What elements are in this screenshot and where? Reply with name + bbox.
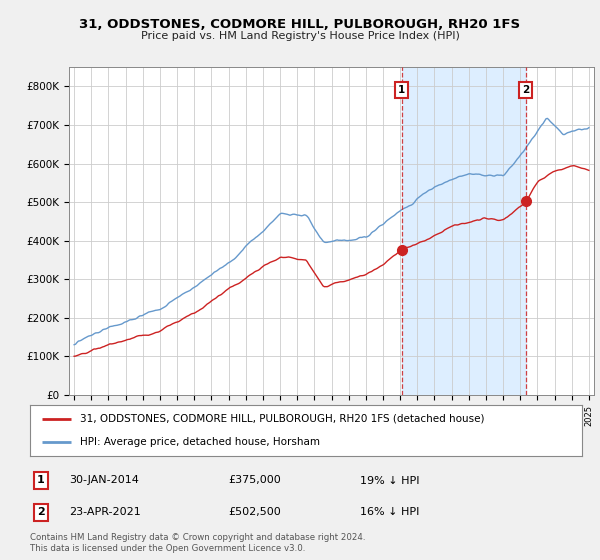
Text: 19% ↓ HPI: 19% ↓ HPI (360, 475, 419, 486)
Text: 16% ↓ HPI: 16% ↓ HPI (360, 507, 419, 517)
Text: HPI: Average price, detached house, Horsham: HPI: Average price, detached house, Hors… (80, 437, 320, 447)
Text: 31, ODDSTONES, CODMORE HILL, PULBOROUGH, RH20 1FS: 31, ODDSTONES, CODMORE HILL, PULBOROUGH,… (79, 18, 521, 31)
Text: Contains HM Land Registry data © Crown copyright and database right 2024.
This d: Contains HM Land Registry data © Crown c… (30, 533, 365, 553)
Text: 23-APR-2021: 23-APR-2021 (69, 507, 141, 517)
Text: 1: 1 (37, 475, 44, 486)
Text: 2: 2 (37, 507, 44, 517)
Text: 2: 2 (522, 85, 529, 95)
Text: 30-JAN-2014: 30-JAN-2014 (69, 475, 139, 486)
Text: £502,500: £502,500 (228, 507, 281, 517)
Text: 31, ODDSTONES, CODMORE HILL, PULBOROUGH, RH20 1FS (detached house): 31, ODDSTONES, CODMORE HILL, PULBOROUGH,… (80, 414, 484, 424)
Text: 1: 1 (398, 85, 405, 95)
Text: Price paid vs. HM Land Registry's House Price Index (HPI): Price paid vs. HM Land Registry's House … (140, 31, 460, 41)
Bar (401, 67, 526, 395)
Text: £375,000: £375,000 (228, 475, 281, 486)
